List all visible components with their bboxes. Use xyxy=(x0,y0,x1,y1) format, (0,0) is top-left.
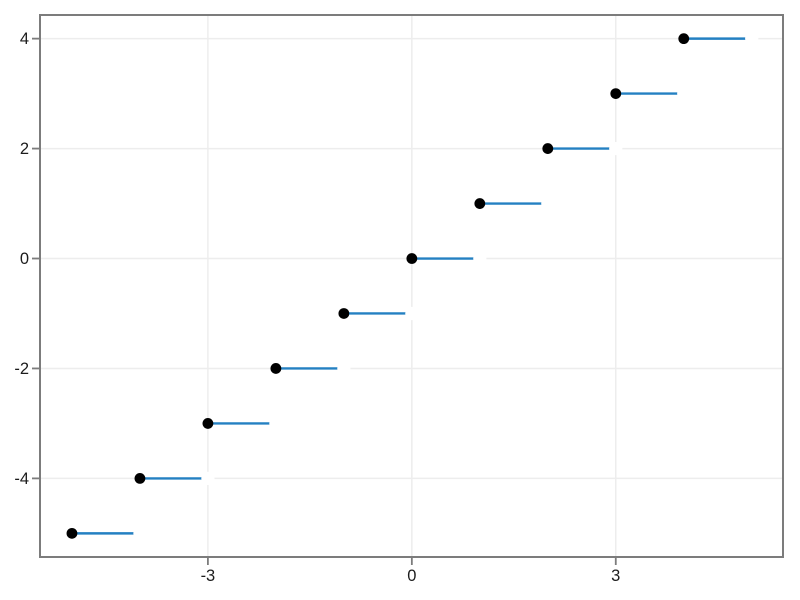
y-tick-label: 2 xyxy=(20,140,29,158)
x-tick-label: 3 xyxy=(611,567,620,585)
axis-frame xyxy=(39,14,784,558)
closed-endpoint-marker xyxy=(270,363,282,374)
closed-endpoint-marker xyxy=(338,308,350,319)
closed-endpoint-marker xyxy=(610,88,622,100)
y-tick-label: -4 xyxy=(14,470,29,488)
open-endpoint-marker xyxy=(473,251,487,266)
open-endpoint-marker xyxy=(269,416,283,431)
closed-endpoint-marker xyxy=(678,33,690,45)
y-tick-label: -2 xyxy=(14,360,29,378)
open-endpoint-marker xyxy=(609,141,623,156)
x-tick-label: -3 xyxy=(201,567,216,585)
open-endpoint-marker xyxy=(405,306,419,321)
closed-endpoint-marker xyxy=(134,472,146,484)
open-endpoint-marker xyxy=(745,32,759,46)
open-endpoint-marker xyxy=(337,361,351,376)
closed-endpoint-marker xyxy=(406,253,418,264)
y-tick-label: 0 xyxy=(20,250,29,268)
open-endpoint-marker xyxy=(201,471,215,485)
closed-endpoint-marker xyxy=(66,527,78,539)
closed-endpoint-marker xyxy=(202,418,214,429)
x-tick-label: 0 xyxy=(407,567,416,585)
closed-endpoint-marker xyxy=(542,143,554,154)
open-endpoint-marker xyxy=(541,196,555,211)
y-tick-label: 4 xyxy=(20,30,29,48)
closed-endpoint-marker xyxy=(474,198,486,209)
open-endpoint-marker xyxy=(133,526,147,540)
open-endpoint-marker xyxy=(677,87,691,101)
